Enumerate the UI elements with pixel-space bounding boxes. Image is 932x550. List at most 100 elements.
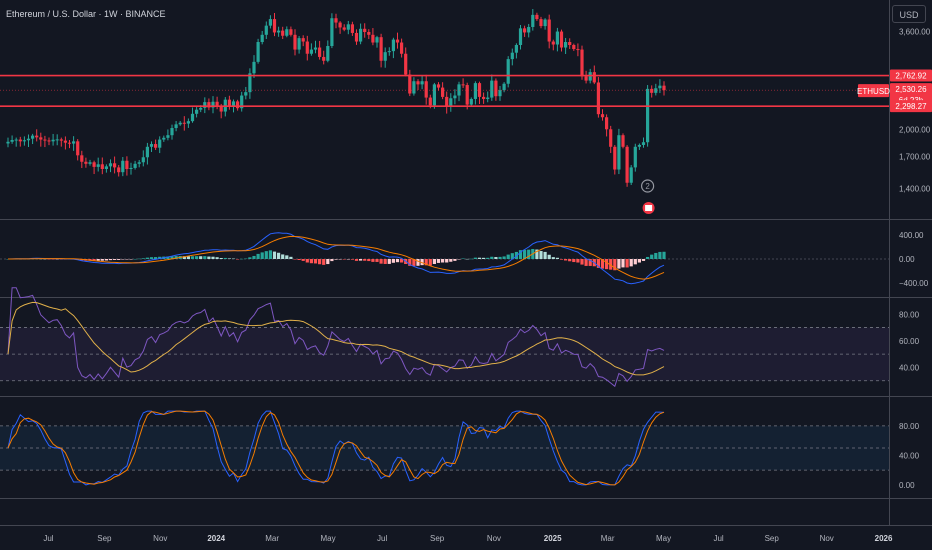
macd-hist-bar [547,254,551,259]
upper-level-label: 2,762.92 [895,72,927,81]
candle-body [613,146,617,170]
macd-hist-bar [391,259,395,263]
macd-hist-bar [363,259,367,261]
macd-hist-bar [375,259,379,262]
candle-body [154,144,158,148]
macd-hist-bar [609,259,613,270]
macd-tick-label: 0.00 [899,255,915,264]
candle-body [260,34,264,43]
candle-body [67,142,72,144]
candle-body [596,82,600,115]
macd-hist-bar [359,259,363,261]
candle-body [363,28,367,33]
candle-body [47,140,51,142]
candle-body [301,38,305,42]
candle-body [502,83,506,91]
macd-hist-bar [527,249,531,259]
candle-body [281,30,285,36]
macd-hist-bar [662,251,666,259]
macd-hist-bar [613,259,617,271]
candle-body [641,142,646,145]
macd-hist-bar [281,254,285,259]
candle-body [178,122,182,125]
candle-body [445,96,449,107]
candle-body [523,28,527,33]
macd-hist-bar [195,256,199,259]
event-icon [640,179,655,193]
macd-hist-bar [223,257,227,259]
candle-body [227,99,231,107]
candle-body [428,97,432,106]
macd-hist-bar [535,249,539,259]
candle-body [51,139,55,142]
macd-hist-bar [215,257,219,259]
macd-hist-bar [408,259,412,266]
candle-body [629,167,633,183]
macd-hist-bar [617,259,621,269]
candle-body [494,80,498,97]
candle-body [129,167,133,169]
macd-hist-bar [244,258,248,260]
stoch-k-line [7,410,665,486]
candle-body [609,129,613,147]
macd-hist-bar [117,259,121,260]
macd-hist-bar [149,257,154,259]
macd-hist-bar [211,256,215,259]
macd-hist-bar [641,259,646,261]
candle-body [31,135,35,139]
candle-body [18,139,22,142]
candle-body [231,101,236,107]
candle-body [72,141,76,144]
candle-body [26,138,31,141]
time-tick-label: Nov [820,534,834,543]
time-tick-label: Mar [265,534,279,543]
macd-hist-bar [572,259,576,263]
macd-hist-bar [174,256,178,259]
candle-body [326,46,330,61]
time-tick-label: Nov [153,534,167,543]
candle-body [236,101,240,109]
candle-body [199,107,203,110]
candle-body [412,81,416,94]
stoch-d-line [7,410,665,486]
candle-body [592,72,596,83]
macd-hist-bar [231,258,236,260]
candle-body [461,84,465,86]
macd-hist-bar [137,258,141,260]
macd-hist-bar [236,259,240,260]
time-tick-label: Sep [430,534,445,543]
macd-hist-bar [367,259,371,262]
macd-hist-bar [219,257,223,259]
candle-body [252,61,256,74]
macd-hist-bar [629,259,633,267]
macd-hist-bar [272,251,277,259]
macd-hist-bar [457,259,461,260]
candle-body [207,102,211,108]
macd-hist-bar [588,259,592,266]
candle-body [104,166,108,169]
macd-hist-bar [412,259,416,266]
currency-button[interactable]: USD [892,5,926,23]
macd-hist-bar [166,256,170,259]
price-tick-label: 2,000.00 [899,125,931,134]
macd-hist-bar [334,259,338,260]
macd-hist-bar [539,251,543,259]
time-tick-label: Sep [97,534,112,543]
macd-hist-bar [650,254,654,259]
candle-body [88,162,92,164]
macd-hist-bar [523,249,527,259]
macd-hist-bar [654,252,658,259]
candle-body [137,162,141,164]
last-price-label: 2,530.26 [895,85,927,94]
lower-level-label-bg [890,100,932,113]
rsi-line [7,287,665,388]
macd-hist-bar [240,258,244,260]
candle-body [605,117,609,130]
candle-body [477,83,482,97]
candle-body [473,83,477,99]
candle-body [600,114,605,118]
candle-body [482,96,486,99]
candle-body [55,139,59,141]
macd-hist-bar [445,259,449,263]
